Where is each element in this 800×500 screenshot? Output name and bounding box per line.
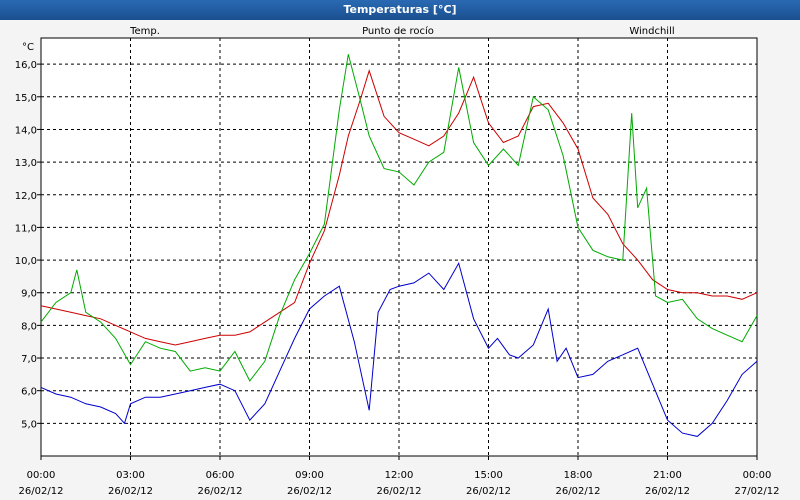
y-tick-label: 6,0 xyxy=(21,387,37,398)
x-tick-time: 06:00 xyxy=(206,470,235,481)
series-line-2 xyxy=(40,54,758,382)
x-tick-time: 15:00 xyxy=(474,470,503,481)
legend-temp: Temp. xyxy=(129,26,160,37)
x-tick-time: 00:00 xyxy=(743,470,772,481)
x-tick-time: 09:00 xyxy=(295,470,324,481)
series-line-0 xyxy=(40,69,758,346)
x-tick-time: 21:00 xyxy=(653,470,682,481)
y-tick-label: 11,0 xyxy=(15,223,37,234)
x-tick-date: 26/02/12 xyxy=(19,486,64,497)
y-tick-label: 15,0 xyxy=(15,93,37,104)
y-axis-ticks: 5,0 6,0 7,0 8,0 9,0 10,0 11,0 12,0 13,0 14,0 15,0 1… xyxy=(15,60,41,430)
y-tick-label: 7,0 xyxy=(21,354,37,365)
x-tick-date: 26/02/12 xyxy=(645,486,690,497)
window-title: Temperaturas [°C] xyxy=(0,0,800,20)
legend-windchill: Windchill xyxy=(629,26,674,37)
x-tick-date: 27/02/12 xyxy=(735,486,780,497)
x-tick-time: 18:00 xyxy=(564,470,593,481)
y-axis-unit: °C xyxy=(22,42,34,53)
series-lines xyxy=(40,54,758,437)
y-tick-label: 16,0 xyxy=(15,60,37,71)
x-tick-time: 00:00 xyxy=(27,470,56,481)
x-tick-date: 26/02/12 xyxy=(108,486,153,497)
y-tick-label: 13,0 xyxy=(15,158,37,169)
y-tick-label: 5,0 xyxy=(21,419,37,430)
x-tick-date: 26/02/12 xyxy=(556,486,601,497)
x-tick-date: 26/02/12 xyxy=(377,486,422,497)
y-tick-label: 14,0 xyxy=(15,125,37,136)
x-tick-date: 26/02/12 xyxy=(198,486,243,497)
grid-lines xyxy=(41,38,757,456)
y-tick-label: 12,0 xyxy=(15,191,37,202)
series-line-1 xyxy=(40,261,758,437)
x-tick-date: 26/02/12 xyxy=(287,486,332,497)
x-tick-time: 03:00 xyxy=(116,470,145,481)
x-tick-time: 12:00 xyxy=(385,470,414,481)
x-axis-ticks: 00:00 26/02/12 03:00 26/02/12 06:00 26/02/12 0… xyxy=(19,456,780,497)
legend-dew-point: Punto de rocío xyxy=(362,25,434,37)
y-tick-label: 8,0 xyxy=(21,321,37,332)
y-tick-label: 9,0 xyxy=(21,289,37,300)
y-tick-label: 10,0 xyxy=(15,256,37,267)
x-tick-date: 26/02/12 xyxy=(466,486,511,497)
